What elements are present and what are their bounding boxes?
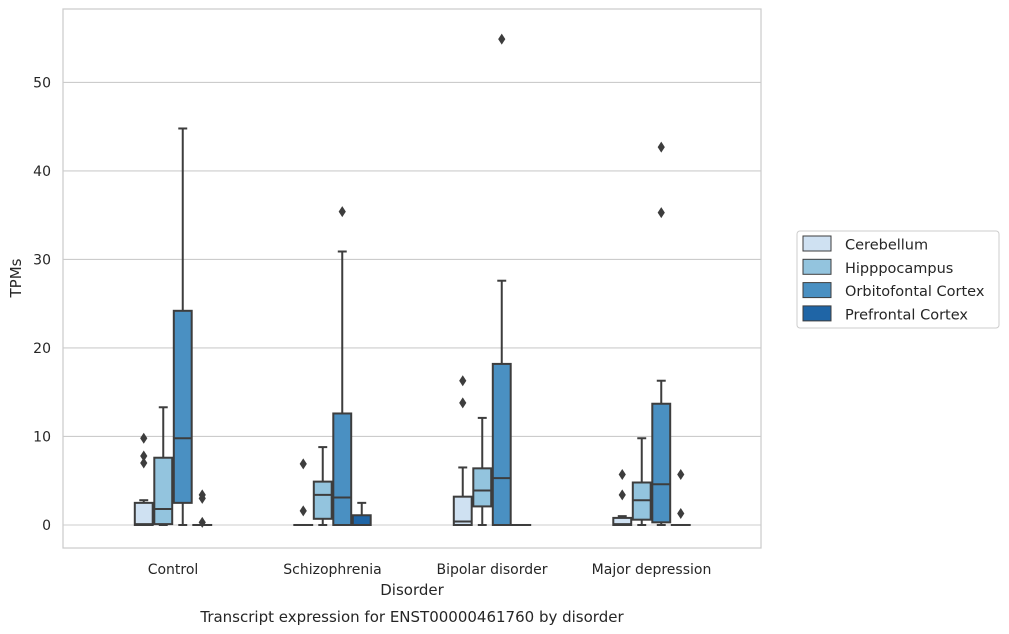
box-body bbox=[172, 309, 193, 504]
outlier-point bbox=[299, 505, 307, 517]
legend-label: Cerebellum bbox=[845, 238, 928, 254]
box-body bbox=[153, 456, 174, 526]
outlier-point bbox=[498, 33, 506, 45]
box-cerebellum bbox=[293, 458, 314, 526]
y-tick-label: 10 bbox=[33, 429, 51, 445]
box-hipppocampus bbox=[631, 437, 652, 526]
outlier-point bbox=[140, 457, 148, 469]
box-body bbox=[312, 480, 333, 520]
outlier-point bbox=[618, 469, 626, 481]
box-orbitofontal-cortex bbox=[651, 141, 672, 526]
box-prefrontal-cortex bbox=[192, 489, 213, 528]
y-axis-ticks: 0 10 20 30 40 50 bbox=[33, 75, 51, 534]
box-orbitofontal-cortex bbox=[332, 206, 353, 526]
box-body bbox=[351, 514, 372, 526]
legend-frame bbox=[796, 230, 1000, 329]
outlier-point bbox=[677, 507, 685, 519]
legend-swatch bbox=[802, 282, 832, 299]
outlier-point bbox=[677, 469, 685, 481]
outlier-point bbox=[140, 450, 148, 462]
outlier-point bbox=[657, 141, 665, 153]
legend-swatch bbox=[802, 258, 832, 275]
y-axis-label: TPMs bbox=[7, 258, 25, 298]
box-prefrontal-cortex bbox=[351, 501, 372, 526]
x-tick-label: Schizophrenia bbox=[283, 562, 381, 578]
legend-swatch bbox=[802, 235, 832, 252]
y-tick-label: 50 bbox=[33, 75, 51, 91]
box-series bbox=[133, 33, 691, 528]
box-orbitofontal-cortex bbox=[491, 33, 512, 526]
x-axis-ticks: Control Schizophrenia Bipolar disorder Majo… bbox=[148, 562, 712, 578]
outlier-point bbox=[618, 489, 626, 501]
x-tick-label: Bipolar disorder bbox=[436, 562, 547, 578]
box-hipppocampus bbox=[312, 446, 333, 526]
outlier-point bbox=[657, 207, 665, 219]
outlier-point bbox=[338, 206, 346, 218]
x-tick-label: Control bbox=[148, 562, 199, 578]
legend-label: Hipppocampus bbox=[845, 261, 953, 277]
outlier-point bbox=[459, 397, 467, 409]
box-cerebellum bbox=[452, 375, 473, 526]
box-body bbox=[491, 362, 512, 526]
legend-label: Prefrontal Cortex bbox=[845, 307, 968, 323]
chart-caption: Transcript expression for ENST0000046176… bbox=[199, 608, 624, 626]
box-body bbox=[651, 402, 672, 524]
box-orbitofontal-cortex bbox=[172, 127, 193, 526]
legend-swatch bbox=[802, 305, 832, 322]
box-cerebellum bbox=[133, 432, 154, 526]
y-tick-label: 40 bbox=[33, 164, 51, 180]
outlier-point bbox=[198, 516, 206, 528]
box-hipppocampus bbox=[153, 406, 174, 526]
outlier-point bbox=[198, 489, 206, 501]
outlier-point bbox=[459, 375, 467, 387]
box-body bbox=[452, 495, 473, 526]
box-prefrontal-cortex bbox=[670, 469, 691, 526]
box-hipppocampus bbox=[472, 416, 493, 526]
legend-label: Orbitofontal Cortex bbox=[845, 284, 985, 300]
legend: Cerebellum Hipppocampus Orbitofontal Corte… bbox=[796, 230, 1000, 329]
box-cerebellum bbox=[612, 469, 633, 526]
outlier-point bbox=[140, 432, 148, 444]
y-tick-label: 30 bbox=[33, 252, 51, 268]
box-body bbox=[133, 501, 154, 526]
box-body bbox=[332, 412, 353, 526]
y-tick-label: 20 bbox=[33, 341, 51, 357]
box-body bbox=[472, 467, 493, 508]
y-tick-label: 0 bbox=[42, 518, 51, 534]
plot-frame bbox=[62, 8, 762, 549]
x-axis-label: Disorder bbox=[380, 581, 444, 599]
x-tick-label: Major depression bbox=[592, 562, 712, 578]
outlier-point bbox=[299, 458, 307, 470]
